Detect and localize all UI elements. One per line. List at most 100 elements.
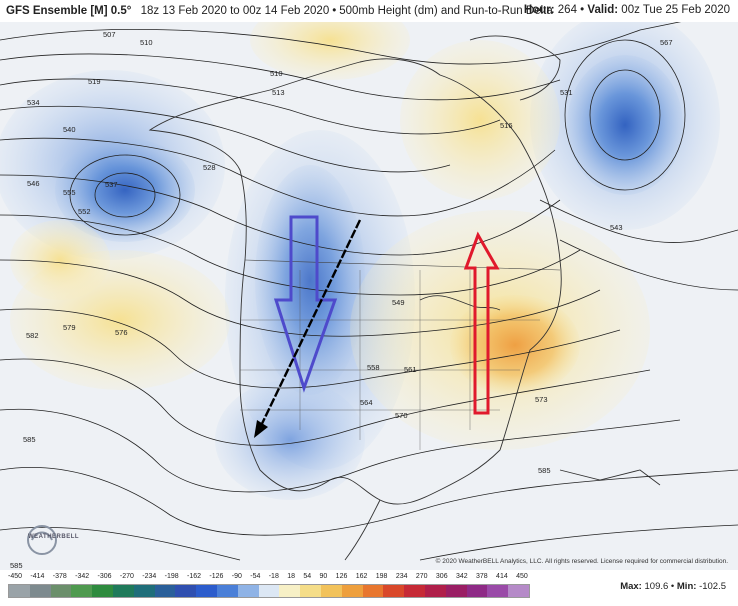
anomaly-yellow-north xyxy=(400,40,560,200)
contour-line xyxy=(0,408,681,493)
colorbar-swatch xyxy=(508,585,529,597)
colorbar-tick-label: -342 xyxy=(75,573,90,580)
greenland-edge xyxy=(469,35,561,101)
colorbar-swatch xyxy=(29,585,51,597)
colorbar-swatch xyxy=(9,585,30,597)
colorbar-swatch xyxy=(50,585,72,597)
landmass xyxy=(148,35,661,561)
contour-label: 576 xyxy=(115,328,128,337)
colorbar-swatch xyxy=(320,585,342,597)
contour-label: 507 xyxy=(103,30,116,39)
colorbar xyxy=(8,584,530,598)
contour-label: 573 xyxy=(535,395,548,404)
contour-label: 585 xyxy=(538,466,551,475)
colorbar-swatch xyxy=(404,585,425,597)
red-up-arrow xyxy=(463,231,500,415)
contour-line xyxy=(0,524,738,561)
colorbar-tick-label: 414 xyxy=(496,573,508,580)
colorbar-legend: -450 -414 -378 -342 -306 -270 -234 -198 -162 -126… xyxy=(0,571,738,606)
colorbar-tick-label: -270 xyxy=(119,573,134,580)
contour-low-atlantic-inner xyxy=(589,69,661,161)
anomaly-yellow-arctic xyxy=(250,22,410,80)
contour-line xyxy=(0,259,601,337)
contour-label: 585 xyxy=(23,435,36,444)
anomaly-orange-east xyxy=(450,295,580,395)
contour-line xyxy=(0,22,682,65)
anomaly-yellow-pacific-west xyxy=(10,220,110,300)
anomaly-blue-atlantic-core xyxy=(567,55,683,195)
colorbar-tick-label: -450 xyxy=(8,573,23,580)
colorbar-tick-label: 54 xyxy=(303,573,312,580)
black-trajectory-arrow xyxy=(256,219,362,433)
colorbar-tick-label: -198 xyxy=(164,573,179,580)
colorbar-swatch xyxy=(237,585,259,597)
colorbar-tick-label: 198 xyxy=(375,573,388,580)
contour-line xyxy=(0,467,738,536)
colorbar-swatch xyxy=(362,585,384,597)
colorbar-swatch xyxy=(71,585,93,597)
contour-line xyxy=(539,199,738,243)
contour-line xyxy=(559,239,738,291)
contour-low-pacific-inner xyxy=(94,172,156,218)
colorbar-tick-label: -378 xyxy=(52,573,67,580)
contour-label: 555 xyxy=(63,188,76,197)
contour-label: 519 xyxy=(88,77,101,86)
us-canada-border xyxy=(244,259,561,271)
colorbar-swatch xyxy=(466,585,488,597)
colorbar-swatch xyxy=(258,585,280,597)
colorbar-tick-label: 126 xyxy=(335,573,348,580)
contour-labels: 507 510 510 513 516 519 528 531 534 537 … xyxy=(10,30,673,570)
contour-line xyxy=(0,358,651,446)
colorbar-tick-label: 90 xyxy=(319,573,328,580)
contour-low-pacific xyxy=(69,154,181,236)
great-lakes xyxy=(419,295,501,311)
colorbar-swatch xyxy=(92,585,113,597)
contour-label: 585 xyxy=(10,561,23,570)
colorbar-tick-label: 450 xyxy=(516,573,528,580)
contour-label: 564 xyxy=(360,398,373,407)
contour-label: 549 xyxy=(392,298,405,307)
init-period: 18z 13 Feb 2020 to 00z 14 Feb 2020 xyxy=(140,5,330,17)
contour-label: 579 xyxy=(63,323,76,332)
contour-label: 546 xyxy=(27,179,40,188)
colorbar-tick-label: -162 xyxy=(187,573,202,580)
contour-label: 552 xyxy=(78,207,91,216)
colorbar-tick-label: -234 xyxy=(142,573,157,580)
contour-line xyxy=(0,214,581,296)
anomaly-blue-west-core xyxy=(255,165,365,395)
colorbar-tick-label: 234 xyxy=(395,573,408,580)
max-value: 109.6 xyxy=(644,581,669,592)
weatherbell-logo: WEATHERBELL xyxy=(22,520,88,560)
contour-label: 534 xyxy=(27,98,40,107)
colorbar-swatch xyxy=(424,585,446,597)
contour-label: 543 xyxy=(610,223,623,232)
contour-label: 570 xyxy=(395,411,408,420)
caribbean-islands xyxy=(559,469,661,486)
colorbar-swatch xyxy=(279,585,301,597)
contour-label: 567 xyxy=(660,38,673,47)
colorbar-swatch xyxy=(383,585,405,597)
colorbar-swatch xyxy=(216,585,238,597)
hour-value: 264 xyxy=(557,4,577,16)
colorbar-swatch xyxy=(341,585,363,597)
colorbar-tick-label: 270 xyxy=(415,573,428,580)
colorbar-swatch xyxy=(445,585,467,597)
copyright-notice: © 2020 WeatherBELL Analytics, LLC. All r… xyxy=(435,558,728,565)
max-min-readout: Max: 109.6 • Min: -102.5 xyxy=(620,581,726,592)
contour-label: 510 xyxy=(140,38,153,47)
contour-label: 561 xyxy=(404,365,417,374)
contour-line xyxy=(0,78,501,135)
colorbar-swatch xyxy=(112,585,134,597)
annotation-arrows xyxy=(254,215,500,438)
model-name: GFS Ensemble [M] 0.5° xyxy=(6,5,132,17)
colorbar-swatch xyxy=(133,585,155,597)
colorbar-tick-label: 162 xyxy=(355,573,368,580)
logo-text: WEATHERBELL xyxy=(28,534,80,540)
logo-swirl-icon xyxy=(27,525,57,555)
contour-label: 540 xyxy=(63,125,76,134)
map-header: GFS Ensemble [M] 0.5° 18z 13 Feb 2020 to… xyxy=(0,0,738,22)
colorbar-tick-label: 378 xyxy=(476,573,488,580)
central-america-outline xyxy=(344,499,381,561)
north-america-outline xyxy=(148,58,562,505)
map-canvas: 507 510 510 513 516 519 528 531 534 537 … xyxy=(0,22,738,570)
